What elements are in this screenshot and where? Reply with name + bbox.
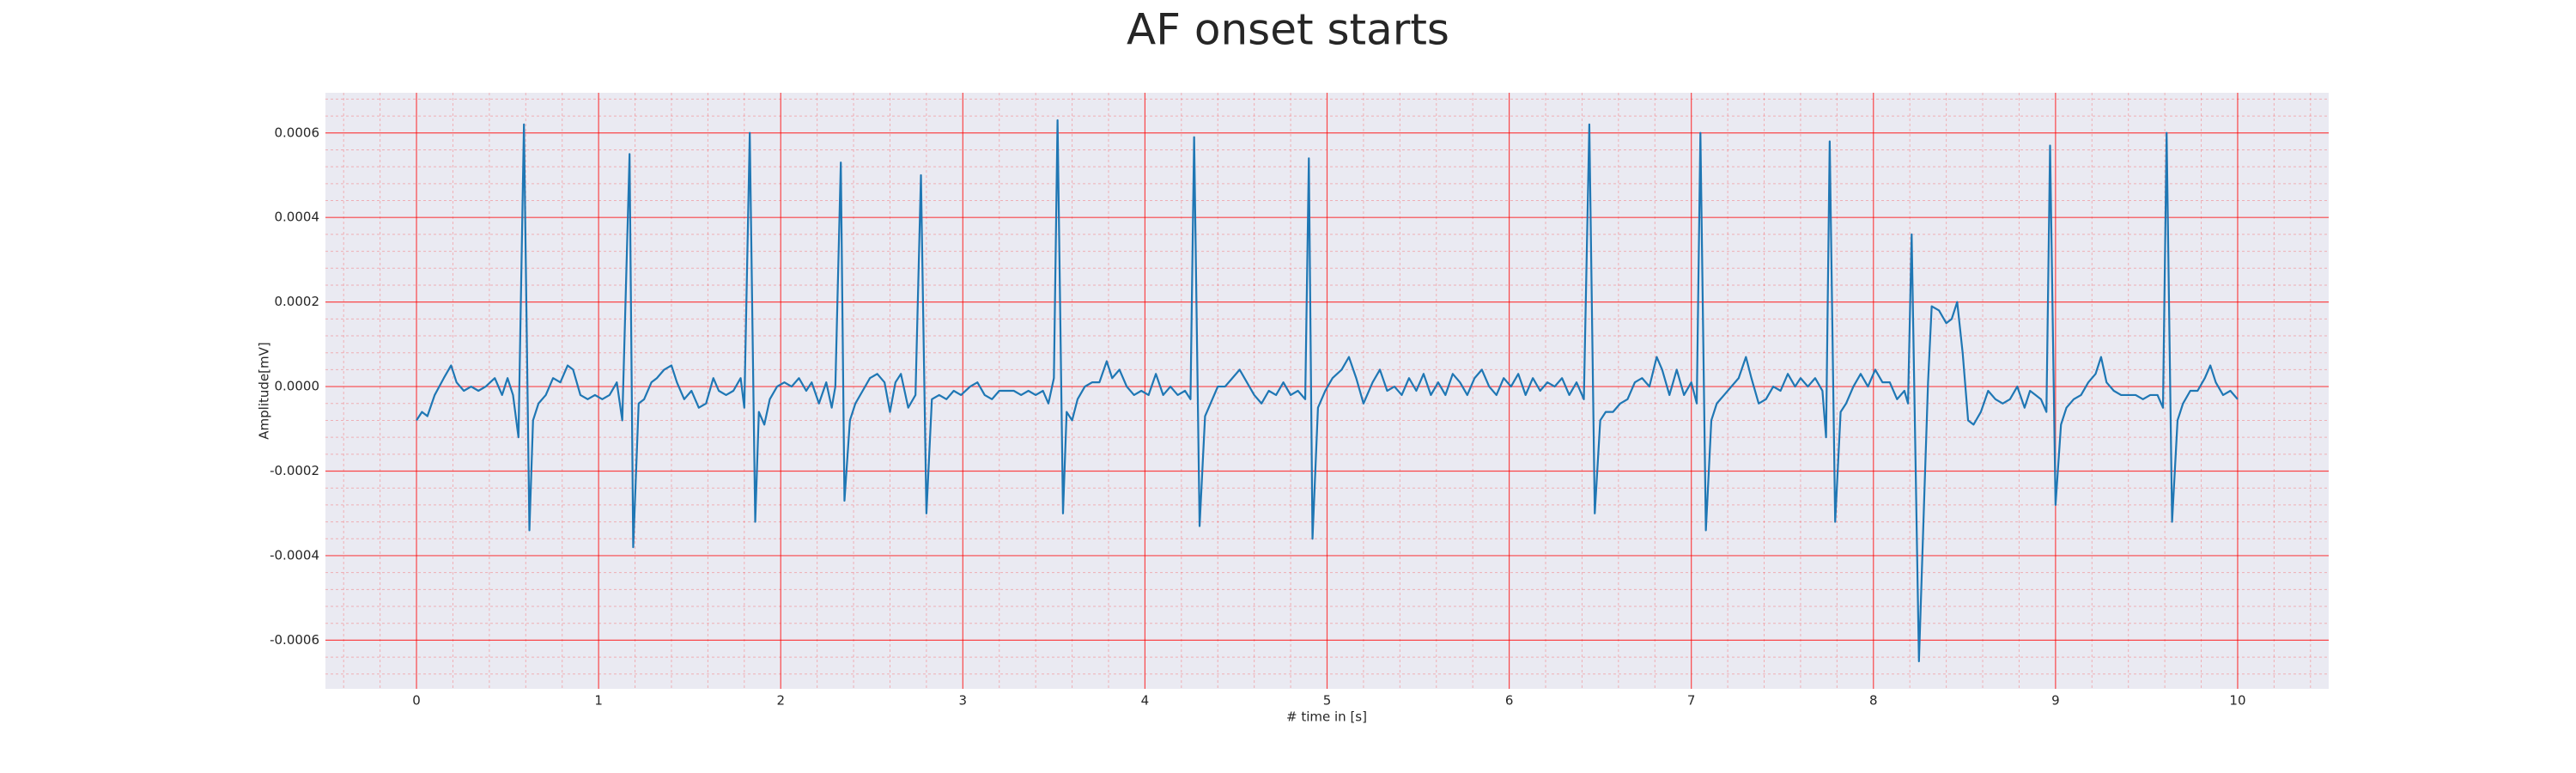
x-tick-label: 1: [594, 693, 603, 709]
x-tick-label: 9: [2051, 693, 2060, 709]
y-tick-label: 0.0002: [275, 294, 320, 309]
x-tick-label: 8: [1869, 693, 1878, 709]
y-tick-label: -0.0002: [270, 463, 319, 478]
chart-title: AF onset starts: [1127, 5, 1449, 55]
x-axis-label: # time in [s]: [1286, 709, 1367, 725]
x-tick-label: 4: [1141, 693, 1150, 709]
y-tick-label: 0.0004: [275, 210, 320, 225]
x-tick-label: 7: [1687, 693, 1696, 709]
x-tick-label: 5: [1323, 693, 1332, 709]
y-tick-label: 0.0000: [275, 379, 320, 394]
x-tick-label: 6: [1505, 693, 1514, 709]
ecg-line: [416, 119, 2239, 663]
x-tick-label: 2: [776, 693, 785, 709]
y-tick-label: -0.0004: [270, 547, 319, 563]
y-axis-label: Amplitude[mV]: [257, 342, 272, 439]
x-tick-label: 3: [959, 693, 968, 709]
y-tick-label: -0.0006: [270, 632, 319, 648]
x-tick-label: 0: [412, 693, 421, 709]
y-tick-label: 0.0006: [275, 125, 320, 140]
x-tick-label: 10: [2229, 693, 2245, 709]
